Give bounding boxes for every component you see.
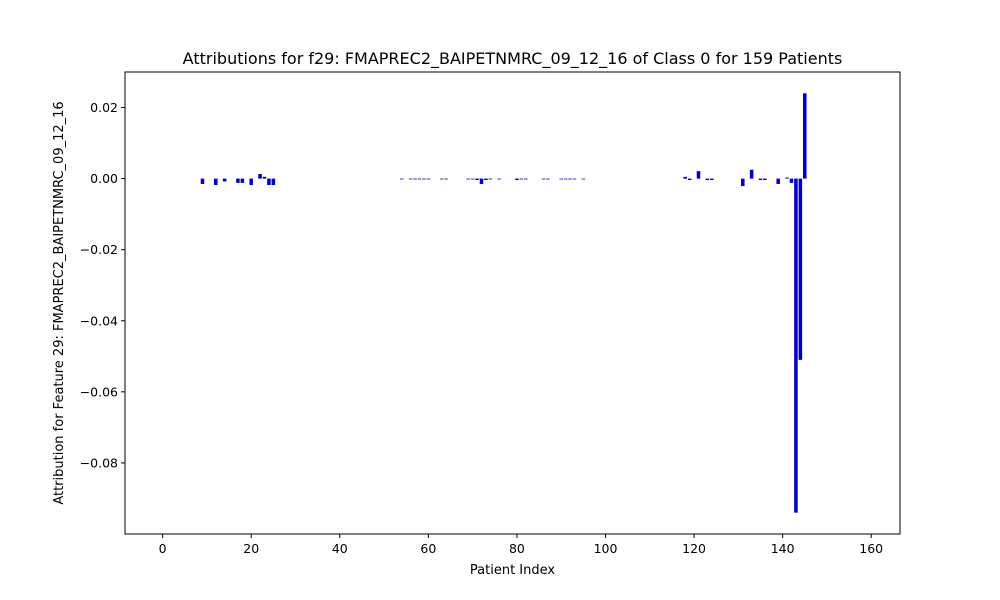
bar-patient-81: [519, 178, 524, 180]
bar-patient-70: [470, 178, 475, 180]
bar-patient-92: [568, 178, 572, 180]
x-tick-label: 80: [509, 541, 525, 556]
bar-patient-60: [426, 178, 431, 180]
bar-patient-118: [683, 176, 687, 179]
y-tick-label: 0.02: [90, 100, 118, 115]
bar-patient-143: [794, 178, 798, 513]
bar-patient-9: [200, 178, 205, 184]
bar-patient-145: [803, 93, 807, 179]
bar-patient-17: [236, 178, 240, 183]
chart-title: Attributions for f29: FMAPREC2_BAIPETNMR…: [183, 49, 843, 69]
x-tick-label: 0: [159, 541, 167, 556]
bar-patient-144: [798, 178, 803, 360]
x-tick-label: 120: [682, 541, 706, 556]
y-tick-label: 0.00: [90, 171, 118, 186]
x-axis: 0 20 40 60 80 100 120 140 160: [159, 534, 883, 556]
bar-patient-135: [758, 178, 763, 181]
bar-patient-80: [515, 178, 519, 181]
bar-patient-14: [222, 178, 227, 182]
bar-patient-18: [240, 178, 245, 183]
bar-patient-90: [559, 178, 563, 180]
bar-patient-12: [214, 178, 218, 186]
bar-patient-95: [581, 178, 586, 180]
bar-patient-139: [776, 178, 780, 184]
y-tick-label: −0.08: [80, 455, 118, 470]
bar-patient-76: [497, 178, 501, 180]
x-tick-label: 140: [771, 541, 795, 556]
y-axis: 0.02 0.00 −0.02 −0.04 −0.06 −0.08: [80, 100, 125, 470]
bar-patient-22: [258, 174, 262, 179]
bar-patient-133: [749, 169, 754, 179]
x-tick-label: 20: [243, 541, 259, 556]
y-tick-label: −0.02: [80, 242, 118, 257]
bar-patient-64: [444, 178, 448, 180]
x-tick-label: 60: [420, 541, 436, 556]
bar-patient-136: [763, 178, 767, 181]
bar-patient-82: [524, 178, 528, 180]
bar-patient-123: [705, 178, 710, 181]
bar-patient-57: [413, 178, 417, 180]
bar-patient-25: [271, 178, 276, 186]
bar-patient-20: [249, 178, 253, 186]
y-axis-label: Attribution for Feature 29: FMAPREC2_BAI…: [52, 101, 67, 504]
bar-patient-72: [479, 178, 484, 184]
bar-patient-87: [546, 178, 550, 180]
bar-patient-74: [488, 178, 493, 180]
bar-patient-121: [696, 171, 701, 179]
bar-patient-58: [417, 178, 422, 180]
bar-patient-56: [408, 178, 413, 180]
y-tick-label: −0.04: [80, 313, 118, 328]
y-tick-label: −0.06: [80, 384, 118, 399]
bar-patient-93: [572, 178, 577, 180]
x-tick-label: 160: [859, 541, 883, 556]
bar-patient-54: [400, 178, 404, 180]
bar-patient-23: [262, 176, 267, 179]
bar-patient-141: [785, 177, 789, 179]
bar-patient-59: [422, 178, 426, 180]
plot-frame: [124, 71, 901, 535]
bar-patient-124: [710, 178, 714, 181]
x-tick-label: 40: [332, 541, 348, 556]
bar-patient-69: [466, 178, 470, 180]
bar-patient-73: [484, 178, 488, 181]
bar-patient-91: [563, 178, 568, 180]
bar-patient-86: [541, 178, 546, 180]
bars-group: [200, 93, 807, 513]
bar-patient-71: [475, 178, 479, 181]
bar-patient-131: [741, 178, 745, 187]
bar-patient-24: [267, 178, 271, 186]
x-axis-label: Patient Index: [470, 563, 555, 578]
bar-patient-63: [439, 178, 444, 180]
bar-patient-119: [687, 178, 692, 181]
bar-patient-142: [789, 178, 794, 183]
x-tick-label: 100: [594, 541, 618, 556]
